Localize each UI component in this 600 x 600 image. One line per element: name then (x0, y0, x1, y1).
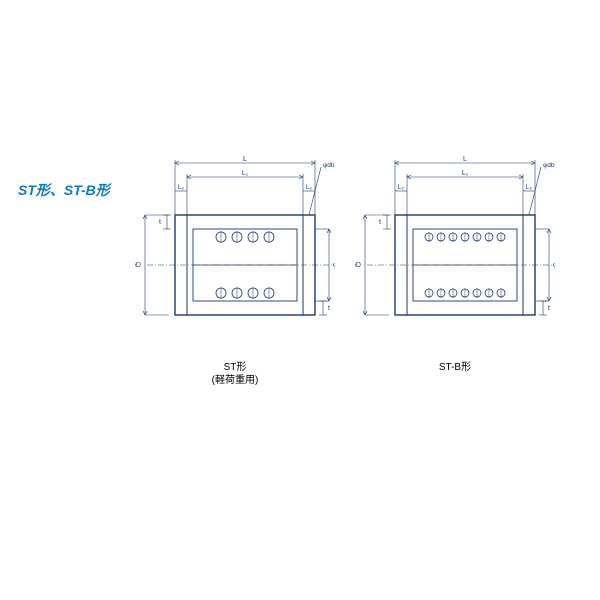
svg-text:φdb: φdb (323, 162, 335, 169)
svg-text:L₂: L₂ (398, 184, 405, 191)
svg-text:t: t (159, 219, 161, 226)
svg-text:φdr: φdr (333, 262, 335, 269)
svg-text:L₂: L₂ (178, 184, 185, 191)
svg-text:L: L (463, 156, 467, 163)
figure-st-b: L L₁ L₂ L₂ t t φD (355, 155, 555, 374)
svg-text:L₂: L₂ (306, 184, 313, 191)
figure-caption: ST形(軽荷重用) (135, 361, 335, 387)
svg-text:L₂: L₂ (526, 184, 533, 191)
svg-text:φD: φD (135, 262, 141, 269)
svg-text:t: t (379, 219, 381, 226)
svg-text:t: t (328, 305, 330, 312)
svg-text:φdb: φdb (543, 162, 555, 169)
svg-text:t: t (548, 305, 550, 312)
svg-text:L₁: L₁ (242, 170, 249, 177)
figure-st: L L₁ L₂ L₂ t t φD (135, 155, 335, 387)
page-title: ST形、ST-B形 (18, 180, 110, 200)
svg-text:L₁: L₁ (462, 170, 469, 177)
svg-text:L: L (243, 156, 247, 163)
svg-text:φD: φD (355, 262, 361, 269)
figure-caption: ST-B形 (355, 361, 555, 374)
svg-text:φdr: φdr (553, 262, 555, 269)
